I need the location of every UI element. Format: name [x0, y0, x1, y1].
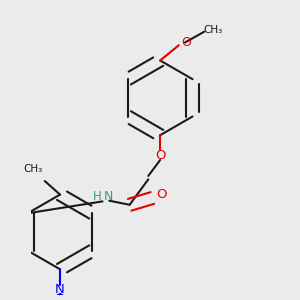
- Text: O: O: [157, 188, 167, 201]
- Text: CH₃: CH₃: [23, 164, 43, 174]
- Text: CH₃: CH₃: [203, 25, 222, 35]
- Text: O: O: [182, 36, 191, 49]
- Text: N: N: [103, 190, 113, 203]
- Text: H: H: [93, 190, 101, 203]
- Text: N: N: [55, 283, 65, 296]
- Text: O: O: [155, 149, 165, 162]
